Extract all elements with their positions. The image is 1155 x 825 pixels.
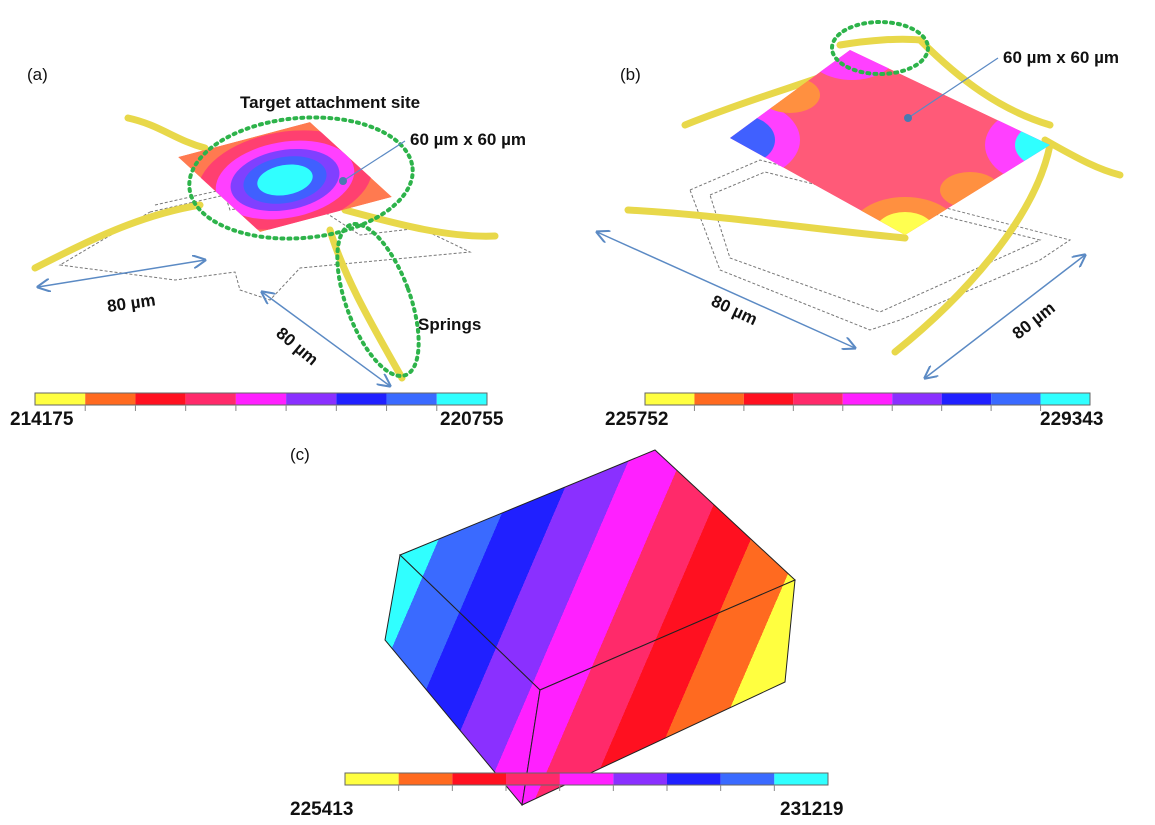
colorbar-segment	[1041, 393, 1090, 405]
contour	[705, 115, 775, 165]
panel-c: (c)	[290, 445, 795, 805]
colorbar: 225413 231219	[290, 773, 843, 820]
highlight	[321, 214, 436, 386]
colorbar-segment	[336, 393, 386, 405]
contour	[875, 212, 935, 252]
dimension-arrow	[38, 260, 205, 287]
panel-label: (b)	[620, 65, 641, 84]
annotation: 60 µm x 60 µm	[1003, 48, 1119, 67]
spring	[1045, 140, 1120, 175]
colorbar: 214175 220755	[10, 393, 504, 430]
spring	[345, 210, 495, 236]
spring	[330, 230, 402, 378]
dimension-arrow	[925, 255, 1085, 378]
colorbar-segment	[721, 773, 775, 785]
colorbar-max: 229343	[1040, 409, 1103, 430]
colorbar-segment	[135, 393, 185, 405]
colorbar-segment	[286, 393, 336, 405]
colorbar-min: 225752	[605, 409, 668, 430]
panel-a: (a) Target attachment site 60 µm x 60 µm…	[27, 65, 526, 386]
colorbar-segment	[793, 393, 842, 405]
colorbar-segment	[560, 773, 614, 785]
colorbar-segment	[437, 393, 487, 405]
colorbar-segment	[892, 393, 941, 405]
colorbar-segment	[452, 773, 506, 785]
colorbar-segment	[613, 773, 667, 785]
colorbar-max: 231219	[780, 799, 843, 820]
panel-label: (c)	[290, 445, 310, 464]
colorbar-segment	[744, 393, 793, 405]
annotation: Target attachment site	[240, 93, 420, 112]
colorbar-min: 225413	[290, 799, 353, 820]
colorbar-segment	[774, 773, 828, 785]
colorbar-segment	[694, 393, 743, 405]
leader-dot	[339, 177, 347, 185]
dimension-arrow	[597, 232, 855, 348]
contour	[807, 24, 897, 80]
colorbar-segment	[991, 393, 1040, 405]
panel-label: (a)	[27, 65, 48, 84]
colorbar: 225752 229343	[605, 393, 1103, 430]
leader-dot	[904, 114, 912, 122]
colorbar-segment	[35, 393, 85, 405]
annotation: 80 µm	[106, 290, 157, 316]
annotation: 80 µm	[1009, 298, 1059, 343]
annotation: 80 µm	[708, 291, 760, 329]
colorbar-segment	[345, 773, 399, 785]
annotation: Springs	[418, 315, 481, 334]
panel-b: (b) 60 µm x 60 µm 80 µm 80 µm	[597, 22, 1120, 378]
colorbar-segment	[399, 773, 453, 785]
colorbar-segment	[843, 393, 892, 405]
spring	[35, 205, 200, 268]
plate	[178, 117, 392, 242]
spring	[628, 210, 905, 238]
colorbar-segment	[506, 773, 560, 785]
colorbar-min: 214175	[10, 409, 74, 430]
annotation: 60 µm x 60 µm	[410, 130, 526, 149]
colorbar-segment	[645, 393, 694, 405]
colorbar-segment	[186, 393, 236, 405]
spring	[128, 118, 205, 148]
colorbar-segment	[667, 773, 721, 785]
colorbar-segment	[387, 393, 437, 405]
colorbar-segment	[236, 393, 286, 405]
colorbar-max: 220755	[440, 409, 504, 430]
colorbar-segment	[942, 393, 991, 405]
figure: (a) Target attachment site 60 µm x 60 µm…	[0, 0, 1155, 825]
colorbar-segment	[85, 393, 135, 405]
contour	[940, 172, 1000, 208]
